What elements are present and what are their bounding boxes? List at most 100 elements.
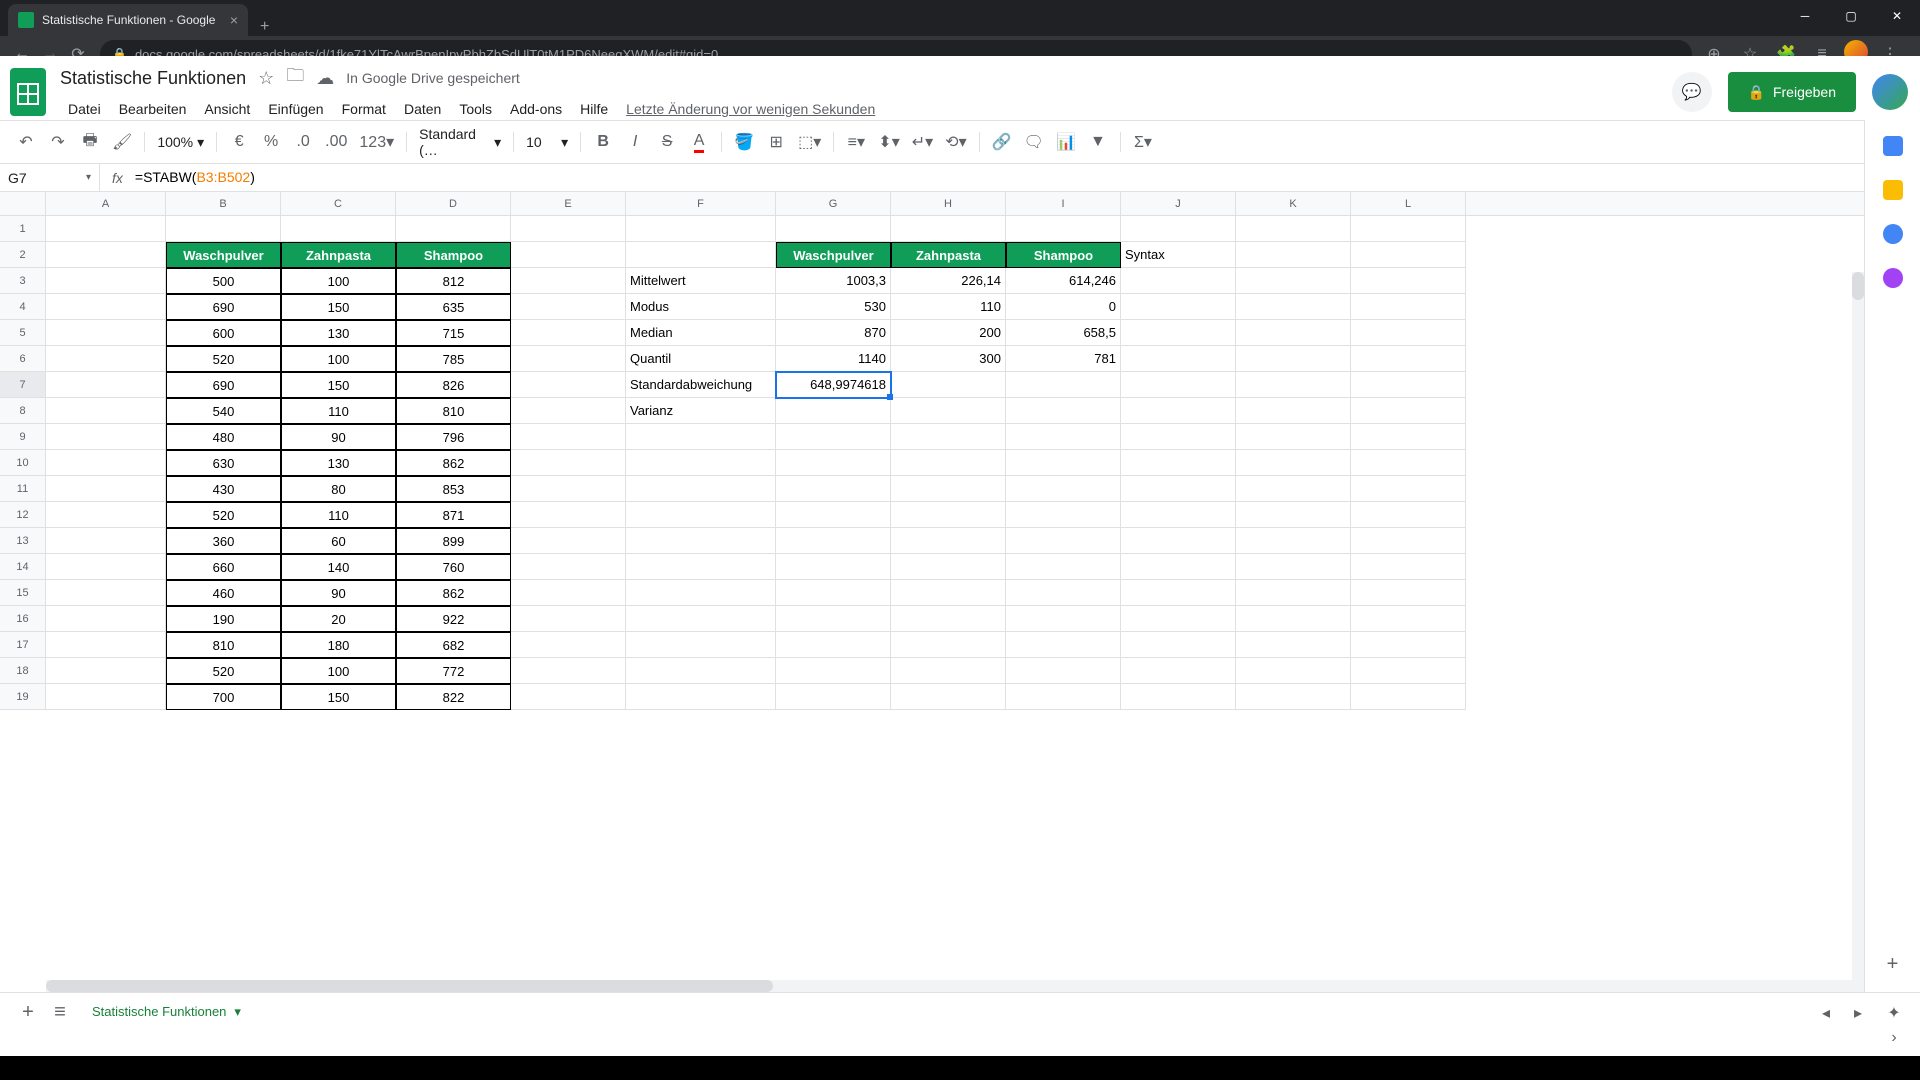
col-header-H[interactable]: H: [891, 192, 1006, 215]
row-header-17[interactable]: 17: [0, 632, 45, 658]
more-formats-button[interactable]: 123▾: [355, 128, 398, 156]
increase-decimal-button[interactable]: .00: [321, 128, 351, 156]
cell-B12[interactable]: 520: [166, 502, 281, 528]
strikethrough-button[interactable]: S: [653, 128, 681, 156]
cell-K13[interactable]: [1236, 528, 1351, 554]
borders-button[interactable]: ⊞: [762, 128, 790, 156]
cell-K18[interactable]: [1236, 658, 1351, 684]
formula-input[interactable]: =STABW(B3:B502): [135, 169, 1920, 186]
all-sheets-button[interactable]: ≡: [44, 997, 76, 1029]
cell-A10[interactable]: [46, 450, 166, 476]
contacts-icon[interactable]: [1883, 268, 1903, 288]
cell-I3[interactable]: 614,246: [1006, 268, 1121, 294]
cell-I13[interactable]: [1006, 528, 1121, 554]
cell-C11[interactable]: 80: [281, 476, 396, 502]
cell-F10[interactable]: [626, 450, 776, 476]
cell-D12[interactable]: 871: [396, 502, 511, 528]
cell-F18[interactable]: [626, 658, 776, 684]
v-align-button[interactable]: ⬍▾: [874, 128, 903, 156]
cell-C3[interactable]: 100: [281, 268, 396, 294]
fill-color-button[interactable]: 🪣: [730, 128, 758, 156]
cell-D1[interactable]: [396, 216, 511, 242]
new-tab-button[interactable]: +: [248, 18, 281, 36]
sheet-next-button[interactable]: ▸: [1844, 999, 1872, 1027]
cell-L7[interactable]: [1351, 372, 1466, 398]
cell-H9[interactable]: [891, 424, 1006, 450]
row-header-5[interactable]: 5: [0, 320, 45, 346]
row-header-12[interactable]: 12: [0, 502, 45, 528]
row-header-18[interactable]: 18: [0, 658, 45, 684]
cell-G2[interactable]: Waschpulver: [776, 242, 891, 268]
percent-button[interactable]: %: [257, 128, 285, 156]
cell-F12[interactable]: [626, 502, 776, 528]
show-side-panel-button[interactable]: ›: [1876, 1020, 1912, 1056]
cells-area[interactable]: WaschpulverZahnpastaShampooWaschpulverZa…: [46, 216, 1466, 710]
cell-A1[interactable]: [46, 216, 166, 242]
cell-C19[interactable]: 150: [281, 684, 396, 710]
cell-G19[interactable]: [776, 684, 891, 710]
cell-J3[interactable]: [1121, 268, 1236, 294]
cell-L15[interactable]: [1351, 580, 1466, 606]
maximize-button[interactable]: ▢: [1828, 0, 1874, 32]
last-edit-link[interactable]: Letzte Änderung vor wenigen Sekunden: [618, 97, 883, 121]
decrease-decimal-button[interactable]: .0: [289, 128, 317, 156]
cell-B2[interactable]: Waschpulver: [166, 242, 281, 268]
cell-I15[interactable]: [1006, 580, 1121, 606]
cell-A13[interactable]: [46, 528, 166, 554]
user-avatar[interactable]: [1872, 74, 1908, 110]
link-button[interactable]: 🔗: [988, 128, 1016, 156]
font-size-select[interactable]: 10▾: [522, 134, 572, 151]
cell-K3[interactable]: [1236, 268, 1351, 294]
cell-C14[interactable]: 140: [281, 554, 396, 580]
cell-I4[interactable]: 0: [1006, 294, 1121, 320]
row-header-9[interactable]: 9: [0, 424, 45, 450]
cell-B3[interactable]: 500: [166, 268, 281, 294]
cell-I9[interactable]: [1006, 424, 1121, 450]
cell-D7[interactable]: 826: [396, 372, 511, 398]
cell-L19[interactable]: [1351, 684, 1466, 710]
cell-H19[interactable]: [891, 684, 1006, 710]
cell-E5[interactable]: [511, 320, 626, 346]
cell-E17[interactable]: [511, 632, 626, 658]
cell-E18[interactable]: [511, 658, 626, 684]
cell-J12[interactable]: [1121, 502, 1236, 528]
keep-icon[interactable]: [1883, 180, 1903, 200]
cell-B13[interactable]: 360: [166, 528, 281, 554]
cell-B7[interactable]: 690: [166, 372, 281, 398]
cell-F19[interactable]: [626, 684, 776, 710]
cell-E19[interactable]: [511, 684, 626, 710]
cell-H7[interactable]: [891, 372, 1006, 398]
font-select[interactable]: Standard (…▾: [415, 126, 505, 158]
cell-I6[interactable]: 781: [1006, 346, 1121, 372]
cell-H8[interactable]: [891, 398, 1006, 424]
cell-G16[interactable]: [776, 606, 891, 632]
cell-D10[interactable]: 862: [396, 450, 511, 476]
cell-H2[interactable]: Zahnpasta: [891, 242, 1006, 268]
cell-L17[interactable]: [1351, 632, 1466, 658]
cell-G12[interactable]: [776, 502, 891, 528]
cell-L10[interactable]: [1351, 450, 1466, 476]
cell-G15[interactable]: [776, 580, 891, 606]
cell-A17[interactable]: [46, 632, 166, 658]
move-icon[interactable]: 🗀: [286, 63, 304, 93]
cell-K11[interactable]: [1236, 476, 1351, 502]
vertical-scrollbar[interactable]: [1852, 272, 1864, 980]
col-header-G[interactable]: G: [776, 192, 891, 215]
cell-G10[interactable]: [776, 450, 891, 476]
menu-format[interactable]: Format: [334, 97, 394, 121]
cell-H6[interactable]: 300: [891, 346, 1006, 372]
row-header-6[interactable]: 6: [0, 346, 45, 372]
cell-I5[interactable]: 658,5: [1006, 320, 1121, 346]
menu-bearbeiten[interactable]: Bearbeiten: [111, 97, 195, 121]
filter-button[interactable]: ▼: [1084, 128, 1112, 156]
cell-D19[interactable]: 822: [396, 684, 511, 710]
cell-A16[interactable]: [46, 606, 166, 632]
cell-L2[interactable]: [1351, 242, 1466, 268]
cell-A18[interactable]: [46, 658, 166, 684]
cell-K6[interactable]: [1236, 346, 1351, 372]
cell-B8[interactable]: 540: [166, 398, 281, 424]
cell-C17[interactable]: 180: [281, 632, 396, 658]
cell-E3[interactable]: [511, 268, 626, 294]
menu-datei[interactable]: Datei: [60, 97, 109, 121]
cell-C8[interactable]: 110: [281, 398, 396, 424]
